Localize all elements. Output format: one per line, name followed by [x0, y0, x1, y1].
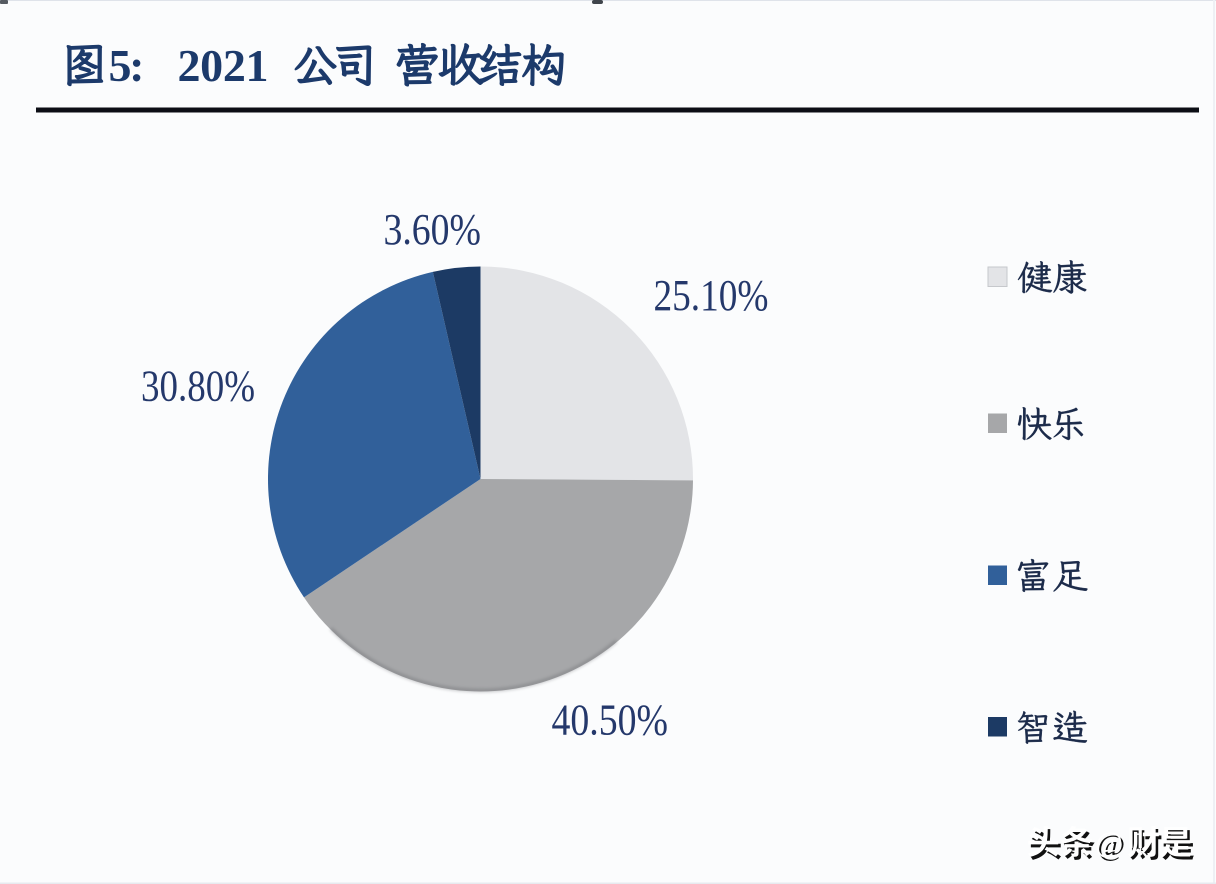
svg-text:3.60%: 3.60% — [384, 205, 482, 254]
svg-text:25.10%: 25.10% — [654, 271, 769, 320]
svg-text:40.50%: 40.50% — [552, 696, 669, 745]
svg-text:@: @ — [1098, 829, 1126, 862]
svg-text:2021: 2021 — [178, 40, 269, 91]
svg-text:@: @ — [1095, 826, 1123, 859]
svg-text:30.80%: 30.80% — [141, 362, 255, 411]
svg-text:5:: 5: — [109, 40, 145, 91]
